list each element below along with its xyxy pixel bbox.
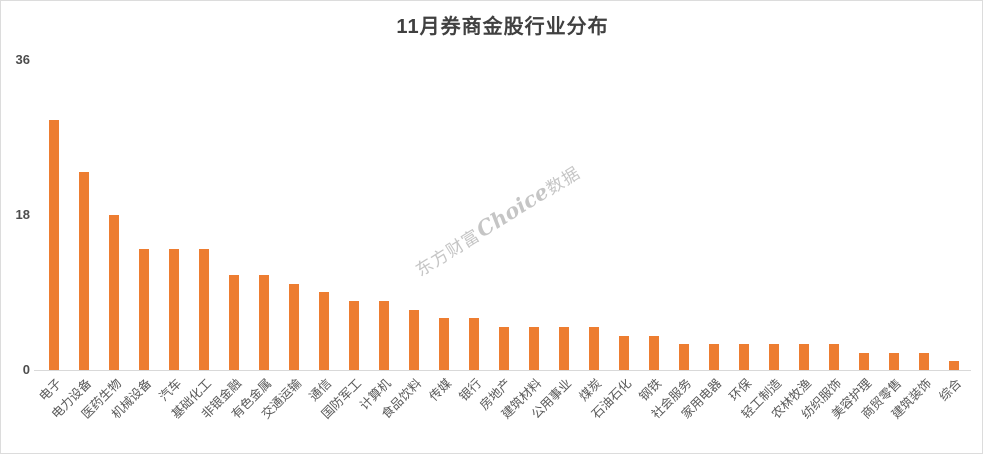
bar: [169, 249, 179, 370]
bar: [739, 344, 749, 370]
bar: [49, 120, 59, 370]
bar: [769, 344, 779, 370]
y-axis-tick-label: 36: [15, 52, 30, 67]
bar: [799, 344, 809, 370]
bar: [349, 301, 359, 370]
chart-title: 11月券商金股行业分布: [396, 16, 609, 38]
bar: [559, 327, 569, 370]
bar: [589, 327, 599, 370]
x-axis-line: [34, 370, 971, 371]
bar: [679, 344, 689, 370]
bar: [229, 275, 239, 370]
watermark: 东方财富Choice数据: [410, 159, 584, 281]
bar: [529, 327, 539, 370]
x-axis-label: 综合: [936, 376, 965, 404]
bar: [889, 353, 899, 370]
bar: [289, 284, 299, 370]
bar: [409, 310, 419, 370]
bar: [919, 353, 929, 370]
bar: [619, 336, 629, 370]
x-axis-label: 传媒: [426, 376, 455, 404]
bar: [139, 249, 149, 370]
y-axis-tick-label: 0: [22, 362, 30, 377]
bar: [319, 292, 329, 370]
bar: [829, 344, 839, 370]
watermark-suffix: 数据: [543, 163, 584, 199]
bar: [259, 275, 269, 370]
bar: [469, 318, 479, 370]
watermark-prefix: 东方财富: [412, 225, 484, 281]
watermark-brand: Choice: [471, 178, 553, 243]
bar: [79, 172, 89, 370]
bar: [499, 327, 509, 370]
bar: [199, 249, 209, 370]
bar: [109, 215, 119, 370]
bar: [649, 336, 659, 370]
bar: [439, 318, 449, 370]
bar: [859, 353, 869, 370]
bar: [709, 344, 719, 370]
y-axis-tick-label: 18: [15, 207, 30, 222]
bar: [949, 361, 959, 370]
bar: [379, 301, 389, 370]
